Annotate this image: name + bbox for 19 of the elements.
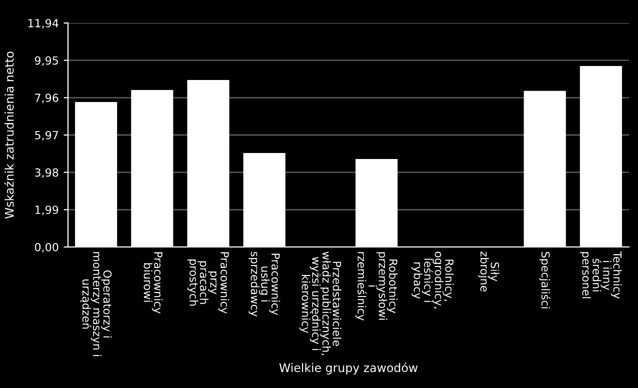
x-tick-label: Pracownicy przy pracach prostych (187, 252, 230, 314)
x-tick-label: Robotnicy przemysłowi i rzemieślnicy (355, 252, 398, 321)
x-tick-label: Pracownicy usług i sprzedawcy (248, 252, 280, 317)
y-tick-label: 5,97 (35, 130, 58, 141)
x-tick-label: Przedstawiciele władz publicznych, wyżsi urzędnicy i kierownicy (300, 252, 342, 356)
y-tick-label: 11,94 (28, 18, 58, 29)
y-tick-label: 9,95 (34, 56, 58, 66)
y-tick-label: 1,99 (35, 206, 58, 216)
y-tick-label: 0,00 (34, 242, 58, 253)
x-axis-title: Wielkie grupy zawodów (279, 362, 418, 374)
x-tick-label: Rolnicy, ogrodnicy, leśnicy i rybacy (412, 252, 454, 308)
y-axis-title: Wskaźnik zatrudnienia netto (4, 52, 14, 219)
x-tick-label: Specjaliści (539, 252, 550, 308)
x-tick-label: Siły zbrojne (478, 252, 500, 292)
x-tick-label: Technicy i inny średni personel (580, 251, 622, 299)
y-tick-label: 7,96 (35, 94, 58, 104)
x-tick-label: Pracownicy biurowi (144, 252, 163, 314)
x-tick-label: Operatorzy i monterzy maszyn i urządzeń (80, 252, 112, 356)
y-tick-label: 3,98 (35, 168, 58, 178)
